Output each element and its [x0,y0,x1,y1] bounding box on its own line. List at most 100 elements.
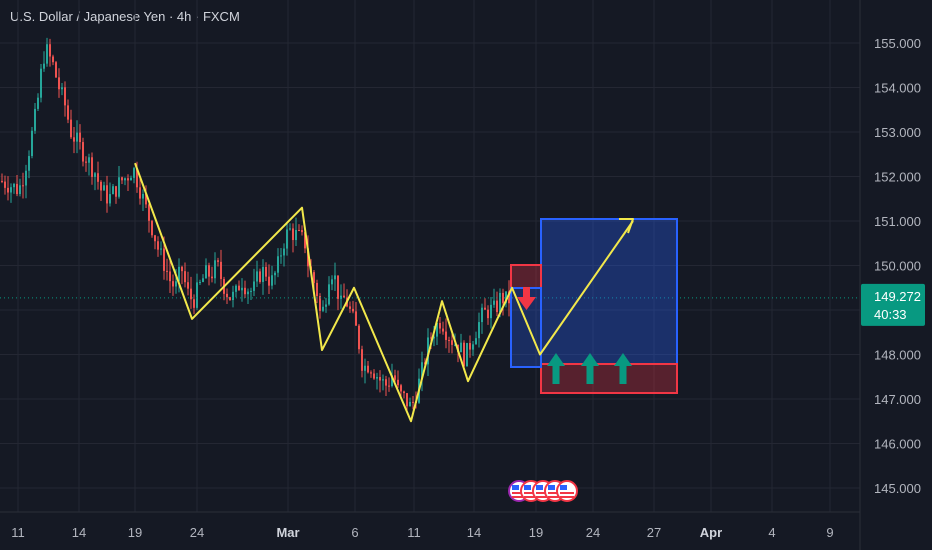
pattern-arrowhead [619,218,634,234]
event-flag-canton [512,485,519,490]
candle-body [439,323,441,329]
candle-body [496,300,498,313]
candle-body [388,385,390,387]
event-flag-stripe [524,496,538,498]
candle-body [385,379,387,386]
candle-body [61,87,63,90]
candle-body [142,193,144,199]
candle-body [175,281,177,287]
candle-countdown: 40:33 [874,307,907,322]
candle-body [13,183,15,188]
candle-body [268,276,270,286]
event-flag-stripe [548,496,562,498]
candle-body [151,220,153,236]
candle-body [499,292,501,313]
candle-body [361,349,363,371]
candle-body [208,265,210,277]
y-tick-label: 151.000 [874,214,921,229]
candle-body [211,276,213,279]
x-tick-label: 24 [190,525,204,540]
candle-body [472,344,474,350]
candle-body [196,282,198,308]
candle-body [274,272,276,276]
candle-body [55,62,57,78]
x-tick-label: 6 [351,525,358,540]
candle-body [79,132,81,143]
candle-body [265,266,267,277]
candle-body [412,401,414,403]
candle-body [478,322,480,339]
candle-body [4,181,6,188]
x-tick-label: Apr [700,525,722,540]
candle-body [355,311,357,326]
candle-body [370,372,372,374]
candle-body [109,194,111,204]
candle-body [289,228,291,230]
candle-body [433,336,435,339]
candle-body [73,137,75,142]
event-flag-stripe [548,492,562,494]
candle-body [70,119,72,138]
candle-body [217,260,219,262]
candle-body [91,157,93,177]
candle-body [292,228,294,241]
candle-body [193,299,195,308]
candle-body [298,230,300,232]
candle-body [202,278,204,282]
candle-body [148,204,150,221]
candle-body [505,291,507,304]
candle-body [337,275,339,299]
short-stop-zone[interactable] [510,264,542,289]
event-flag-canton [548,485,555,490]
candle-body [400,385,402,392]
candle-body [190,288,192,300]
target-zone[interactable] [540,218,678,365]
candle-body [493,300,495,305]
candle-body [421,362,423,379]
candle-body [328,284,330,305]
y-tick-label: 155.000 [874,36,921,51]
candle-body [31,130,33,157]
candle-body [85,161,87,163]
candle-body [475,338,477,345]
candle-body [325,304,327,307]
x-tick-label: Mar [276,525,299,540]
x-tick-label: 14 [72,525,86,540]
candle-body [10,187,12,193]
event-flag-stripe [560,496,574,498]
candle-body [220,261,222,280]
up-arrow-icon [581,353,599,384]
candle-body [133,168,135,178]
candle-body [406,393,408,407]
candle-body [394,375,396,380]
up-arrow-icon [614,353,632,384]
candle-body [295,230,297,241]
candle-body [331,279,333,285]
candle-body [106,185,108,204]
candle-body [379,377,381,381]
candle-body [340,295,342,299]
x-tick-label: 11 [407,525,421,540]
candle-body [463,342,465,367]
stop-zone[interactable] [540,363,678,394]
candle-body [502,292,504,304]
candle-body [466,343,468,367]
pattern-zigzag-line[interactable] [134,162,634,423]
event-flag-stripe [512,496,526,498]
candle-body [82,142,84,162]
candle-body [367,365,369,373]
x-tick-label: 4 [768,525,775,540]
candle-body [28,156,30,171]
candle-body [490,304,492,319]
candle-body [139,187,141,199]
candle-body [235,285,237,292]
event-flag-stripe [536,492,550,494]
y-tick-label: 153.000 [874,125,921,140]
y-tick-label: 146.000 [874,437,921,452]
candle-body [46,44,48,64]
candle-body [130,177,132,181]
candle-body [391,375,393,387]
candle-body [145,193,147,205]
candle-body [76,132,78,142]
